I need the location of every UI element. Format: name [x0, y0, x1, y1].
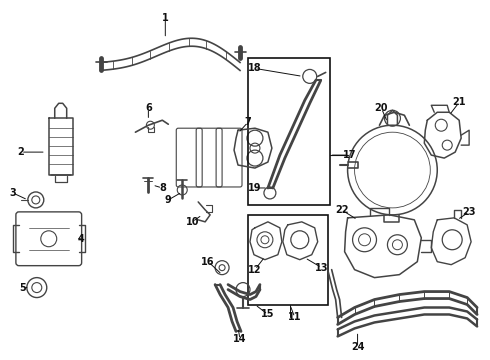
Text: 20: 20	[375, 103, 388, 113]
Text: 4: 4	[77, 234, 84, 244]
Text: 9: 9	[165, 195, 172, 205]
Text: 22: 22	[335, 205, 348, 215]
Text: 11: 11	[288, 312, 301, 323]
Text: 21: 21	[452, 97, 466, 107]
Text: 3: 3	[9, 188, 16, 198]
Text: 13: 13	[315, 263, 328, 273]
Text: 8: 8	[159, 183, 166, 193]
Text: 23: 23	[463, 207, 476, 217]
Text: 5: 5	[20, 283, 26, 293]
Text: 7: 7	[245, 117, 251, 127]
Bar	[248, 215, 328, 305]
Text: 15: 15	[261, 310, 275, 319]
Text: 18: 18	[248, 63, 262, 73]
Bar	[248, 58, 330, 205]
Text: 24: 24	[351, 342, 364, 352]
Text: 12: 12	[248, 265, 262, 275]
Text: 16: 16	[201, 257, 215, 267]
Text: 14: 14	[233, 334, 247, 345]
Text: 2: 2	[18, 147, 24, 157]
Text: 17: 17	[343, 150, 356, 160]
Text: 1: 1	[162, 13, 169, 23]
Text: 6: 6	[145, 103, 152, 113]
Text: 19: 19	[248, 183, 262, 193]
Text: 10: 10	[185, 217, 199, 227]
